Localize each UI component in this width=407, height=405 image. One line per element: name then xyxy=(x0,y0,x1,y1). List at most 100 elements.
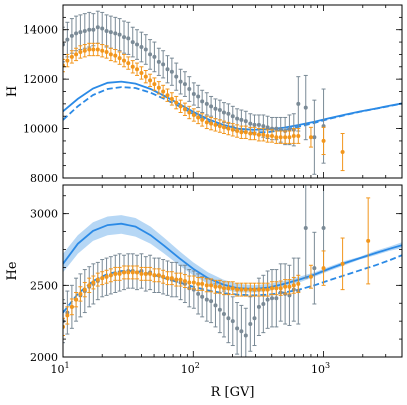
data-point xyxy=(226,286,231,291)
data-point xyxy=(78,291,83,296)
data-point xyxy=(265,133,270,138)
x-tick-exponent: 1 xyxy=(64,361,69,370)
data-point xyxy=(169,276,174,281)
data-point xyxy=(321,266,326,271)
data-point xyxy=(235,326,240,331)
plot-area xyxy=(63,185,402,357)
data-point xyxy=(130,270,135,275)
data-point xyxy=(217,307,222,312)
data-point xyxy=(308,135,313,140)
x-tick-label: 102 xyxy=(181,361,200,376)
data-point xyxy=(321,226,326,230)
data-point xyxy=(122,270,127,275)
data-point xyxy=(104,274,109,279)
data-point xyxy=(221,312,226,316)
data-point xyxy=(274,126,279,131)
data-point xyxy=(174,277,179,282)
data-point xyxy=(256,287,261,292)
data-point xyxy=(287,135,292,140)
data-point xyxy=(239,130,244,135)
data-point xyxy=(87,47,92,52)
data-point xyxy=(226,111,231,116)
model-line-dashed xyxy=(63,86,402,134)
x-tick-exponent: 3 xyxy=(325,361,330,370)
data-point xyxy=(122,35,127,40)
x-axis-label: R [GV] xyxy=(211,385,255,400)
data-point xyxy=(130,64,135,69)
data-point xyxy=(65,313,70,318)
data-point xyxy=(296,133,301,138)
data-point xyxy=(178,79,183,84)
data-point xyxy=(243,287,248,292)
data-point xyxy=(95,277,100,282)
data-point xyxy=(248,322,253,327)
data-point xyxy=(187,280,192,285)
data-point xyxy=(82,287,87,292)
data-point xyxy=(239,287,244,292)
data-point xyxy=(182,107,187,112)
data-point xyxy=(213,303,218,308)
data-point xyxy=(74,31,79,36)
data-point xyxy=(126,61,131,66)
data-point xyxy=(296,281,301,286)
data-point xyxy=(148,78,153,83)
data-point xyxy=(274,296,279,301)
data-point xyxy=(161,62,166,67)
data-point xyxy=(248,121,253,126)
data-point xyxy=(283,135,288,140)
plot-area xyxy=(63,10,402,175)
data-point xyxy=(270,296,275,301)
data-point xyxy=(139,45,144,50)
data-point xyxy=(291,283,296,288)
y-tick-label: 8000 xyxy=(30,172,58,185)
x-tick-exponent: 2 xyxy=(195,361,200,370)
data-point xyxy=(165,67,170,72)
data-point xyxy=(230,319,235,324)
data-point xyxy=(340,261,345,266)
data-point xyxy=(95,47,100,52)
data-point xyxy=(200,99,205,104)
data-point xyxy=(209,104,214,109)
data-point xyxy=(303,226,308,230)
data-point xyxy=(178,277,183,282)
y-tick-label: 12000 xyxy=(23,73,58,86)
data-point xyxy=(248,131,253,136)
data-point xyxy=(152,54,157,59)
data-point xyxy=(217,124,222,129)
data-point xyxy=(235,287,240,292)
data-series-orange xyxy=(63,42,345,172)
data-point xyxy=(235,129,240,134)
data-point xyxy=(213,284,218,289)
data-point xyxy=(213,106,218,111)
data-point xyxy=(209,299,214,304)
data-point xyxy=(108,52,113,57)
data-point xyxy=(243,333,248,338)
data-point xyxy=(100,48,105,53)
data-point xyxy=(65,58,70,63)
data-point xyxy=(143,271,148,276)
data-point xyxy=(204,283,209,288)
data-point xyxy=(135,42,140,47)
data-point xyxy=(196,291,201,296)
data-point xyxy=(135,67,140,72)
data-point xyxy=(182,82,187,87)
data-point xyxy=(100,26,105,31)
data-point xyxy=(91,47,96,52)
data-point xyxy=(196,115,201,120)
uncertainty-band xyxy=(63,215,402,293)
data-point xyxy=(87,27,92,32)
data-point xyxy=(256,132,261,137)
data-point xyxy=(265,297,270,302)
data-point xyxy=(296,101,301,106)
data-point xyxy=(126,36,131,41)
data-point xyxy=(165,93,170,98)
data-series-gray xyxy=(63,10,326,175)
data-point xyxy=(139,70,144,75)
data-point xyxy=(291,133,296,138)
data-point xyxy=(340,150,345,155)
data-point xyxy=(221,125,226,130)
y-tick-label: 10000 xyxy=(23,123,58,136)
data-point xyxy=(261,132,266,137)
data-point xyxy=(156,59,161,64)
